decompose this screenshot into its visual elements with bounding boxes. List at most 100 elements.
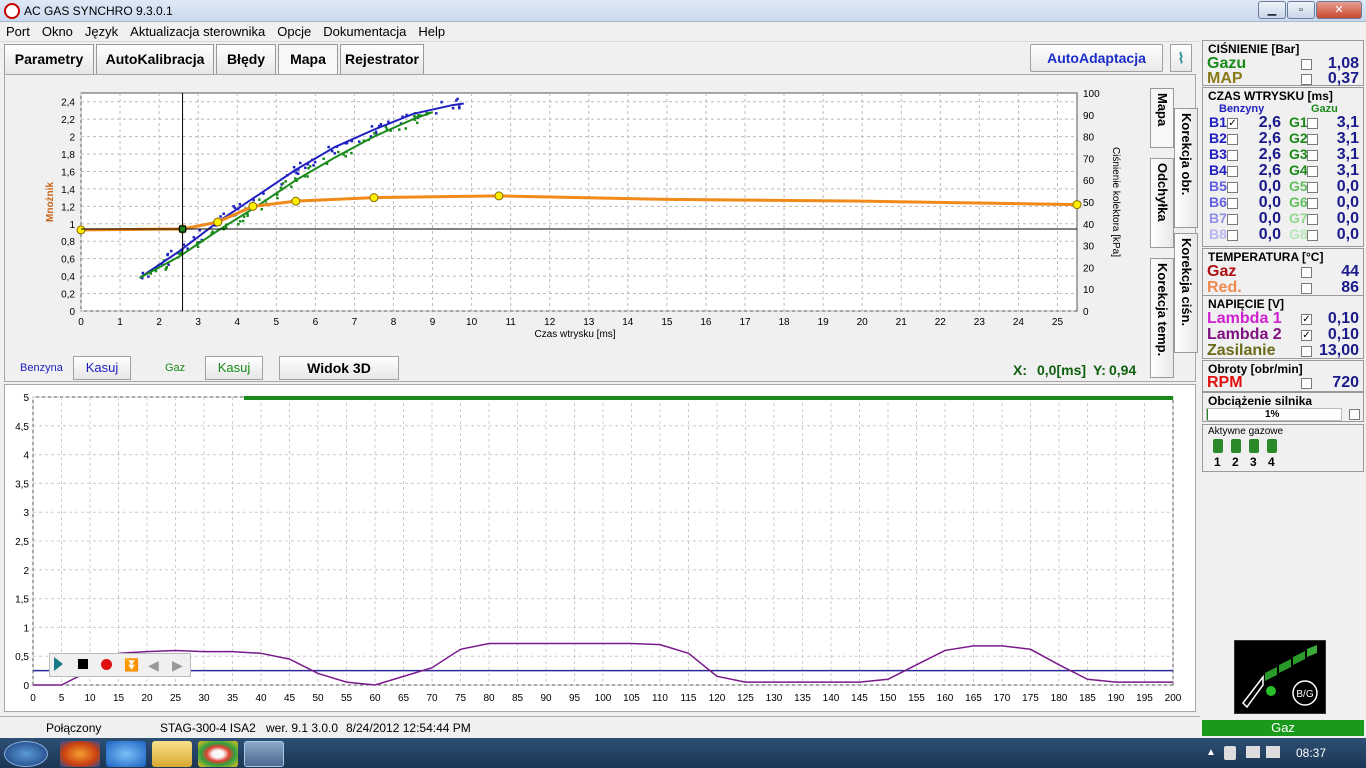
g-value: 3,1 bbox=[1336, 162, 1359, 179]
ie-icon[interactable] bbox=[106, 741, 146, 767]
temp-red-checkbox[interactable] bbox=[1301, 283, 1312, 294]
g-checkbox[interactable] bbox=[1307, 198, 1318, 209]
tray-arrow-icon[interactable]: ▲ bbox=[1206, 747, 1216, 758]
acgas-taskbar-icon[interactable] bbox=[244, 741, 284, 767]
menu-opcje[interactable]: Opcje bbox=[277, 24, 312, 39]
right-panel: CIŚNIENIE [Bar] Gazu 1,08 MAP 0,37 CZAS WT… bbox=[1200, 40, 1366, 738]
zasilanie-checkbox[interactable] bbox=[1301, 346, 1312, 357]
map-point[interactable] bbox=[494, 191, 504, 201]
autoadaptacja-button[interactable]: AutoAdaptacja bbox=[1030, 44, 1163, 72]
map-chart[interactable]: 0 1 2 3 4 5 6 7 8 9 10 11 12 13 14 15 16 17 18 19 20 21 22 23 24… bbox=[5, 75, 1150, 381]
record-icon[interactable] bbox=[101, 659, 112, 670]
chrome-icon[interactable] bbox=[198, 741, 238, 767]
x-tick-label: 135 bbox=[794, 693, 811, 704]
temp-gaz-label: Gaz bbox=[1207, 263, 1237, 280]
minimize-button[interactable]: ▁ bbox=[1258, 1, 1286, 19]
side-tab-odchylka[interactable]: Odchyłka bbox=[1150, 158, 1174, 248]
tab-mapa[interactable]: Mapa bbox=[278, 44, 338, 75]
g-checkbox[interactable] bbox=[1307, 182, 1318, 193]
menu-help[interactable]: Help bbox=[418, 24, 446, 39]
gazu-row: Gazu 1,08 bbox=[1207, 55, 1361, 73]
tab-autokalibracja[interactable]: AutoKalibracja bbox=[96, 44, 214, 74]
g-label: G7 bbox=[1289, 210, 1308, 226]
maximize-button[interactable]: ▫ bbox=[1287, 1, 1315, 19]
side-tab-korekcja-temp[interactable]: Korekcja temp. bbox=[1150, 258, 1174, 378]
map-point[interactable] bbox=[248, 201, 258, 211]
y2-tick-label: 70 bbox=[1083, 154, 1095, 165]
firefox-icon[interactable] bbox=[60, 741, 100, 767]
g-checkbox[interactable] bbox=[1307, 230, 1318, 241]
map-point[interactable] bbox=[1072, 200, 1082, 210]
scatter-point bbox=[337, 150, 340, 154]
b-checkbox[interactable] bbox=[1227, 134, 1238, 145]
rpm-checkbox[interactable] bbox=[1301, 378, 1312, 389]
widok-3d-button[interactable]: Widok 3D bbox=[279, 356, 399, 380]
scatter-point bbox=[413, 118, 417, 122]
menu-okno[interactable]: Okno bbox=[41, 24, 73, 39]
gazu-value: 1,08 bbox=[1327, 55, 1359, 72]
menu-port[interactable]: Port bbox=[6, 24, 30, 39]
scatter-point bbox=[405, 113, 408, 117]
stop-icon[interactable] bbox=[78, 659, 88, 669]
map-point[interactable] bbox=[369, 193, 379, 203]
g-checkbox[interactable] bbox=[1307, 118, 1318, 129]
download-icon[interactable]: ⏬ bbox=[124, 658, 139, 672]
gazu-checkbox[interactable] bbox=[1301, 59, 1312, 70]
version: wer. 9.1 3.0.0 bbox=[266, 721, 339, 735]
start-button[interactable] bbox=[4, 741, 48, 767]
lambda2-checkbox[interactable]: ✓ bbox=[1301, 330, 1312, 341]
lambda1-checkbox[interactable]: ✓ bbox=[1301, 314, 1312, 325]
clock[interactable]: 08:37 bbox=[1296, 746, 1327, 760]
tab-parametry[interactable]: Parametry bbox=[4, 44, 94, 74]
scatter-point bbox=[149, 272, 153, 275]
scatter-point bbox=[284, 180, 287, 183]
prev-icon[interactable]: ◀ bbox=[148, 657, 159, 673]
map-point[interactable] bbox=[291, 196, 301, 206]
explorer-icon[interactable] bbox=[152, 741, 192, 767]
temp-gaz-checkbox[interactable] bbox=[1301, 267, 1312, 278]
b-checkbox[interactable] bbox=[1227, 214, 1238, 225]
close-button[interactable]: ✕ bbox=[1316, 1, 1362, 19]
g-checkbox[interactable] bbox=[1307, 134, 1318, 145]
scatter-point bbox=[292, 165, 296, 169]
side-tab-mapa[interactable]: Mapa bbox=[1150, 88, 1174, 148]
map-point[interactable] bbox=[76, 225, 86, 235]
g-checkbox[interactable] bbox=[1307, 150, 1318, 161]
map-checkbox[interactable] bbox=[1301, 74, 1312, 85]
kasuj-benzyna-button[interactable]: Kasuj bbox=[73, 356, 131, 380]
side-tab-korekcja-obr[interactable]: Korekcja obr. bbox=[1174, 108, 1198, 228]
g-label: G1 bbox=[1289, 114, 1308, 130]
tab-bledy[interactable]: Błędy bbox=[216, 44, 276, 74]
tray-volume-icon[interactable] bbox=[1266, 746, 1280, 758]
scatter-point bbox=[307, 167, 310, 170]
next-icon[interactable]: ▶ bbox=[172, 657, 183, 673]
kasuj-gaz-button[interactable]: Kasuj bbox=[205, 356, 263, 380]
menu-jezyk[interactable]: Język bbox=[84, 24, 119, 39]
play-icon[interactable] bbox=[54, 657, 63, 671]
zasilanie-label: Zasilanie bbox=[1207, 342, 1276, 359]
menu-aktualizacja[interactable]: Aktualizacja sterownika bbox=[130, 24, 266, 39]
b-checkbox[interactable]: ✓ bbox=[1227, 118, 1238, 129]
injector-shape bbox=[1249, 439, 1259, 453]
b-checkbox[interactable] bbox=[1227, 166, 1238, 177]
side-tab-korekcja-cisn[interactable]: Korekcja ciśn. bbox=[1174, 233, 1198, 353]
x-tick-label: 0 bbox=[78, 317, 84, 328]
obciazenie-checkbox[interactable] bbox=[1349, 409, 1360, 420]
rpm-label: RPM bbox=[1207, 374, 1243, 391]
tray-flag-icon[interactable] bbox=[1224, 746, 1236, 760]
scatter-point bbox=[456, 97, 459, 101]
b-checkbox[interactable] bbox=[1227, 198, 1238, 209]
g-checkbox[interactable] bbox=[1307, 214, 1318, 225]
b-checkbox[interactable] bbox=[1227, 182, 1238, 193]
b-checkbox[interactable] bbox=[1227, 150, 1238, 161]
b-checkbox[interactable] bbox=[1227, 230, 1238, 241]
g-checkbox[interactable] bbox=[1307, 166, 1318, 177]
menu-dokumentacja[interactable]: Dokumentacja bbox=[323, 24, 407, 39]
pin-icon[interactable]: ⌇ bbox=[1170, 44, 1192, 72]
tray-network-icon[interactable] bbox=[1246, 746, 1260, 758]
tab-rejestrator[interactable]: Rejestrator bbox=[340, 44, 424, 74]
injector-row: B4 2,6 G4 3,1 bbox=[1207, 162, 1361, 180]
menu-bar: Port Okno Język Aktualizacja sterownika Opcj… bbox=[0, 22, 1366, 42]
map-point[interactable] bbox=[213, 217, 223, 227]
y2-tick-label: 90 bbox=[1083, 111, 1095, 122]
